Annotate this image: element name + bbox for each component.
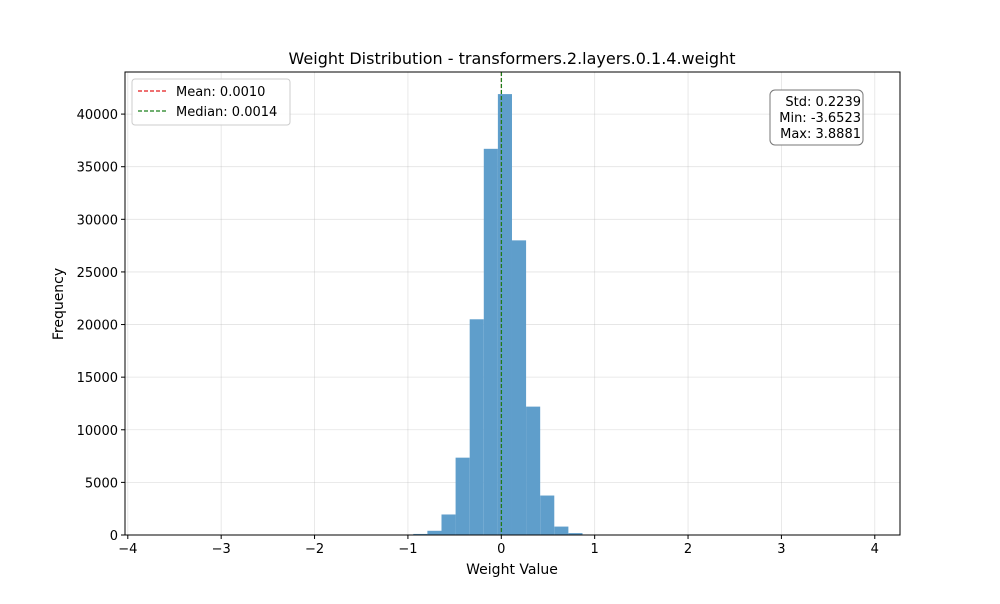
histogram-bar	[512, 240, 526, 535]
stats-max: Max: 3.8881	[780, 127, 861, 142]
legend-label-median: Median: 0.0014	[176, 105, 277, 120]
x-tick-label: −2	[305, 542, 324, 557]
y-axis: 0 5000 10000 15000 20000 25000 30000 35000 40000	[77, 108, 125, 544]
x-axis: −4 −3 −2 −1 0 1 2 3 4	[118, 535, 879, 557]
histogram-bar	[456, 458, 470, 535]
x-axis-label: Weight Value	[466, 562, 558, 578]
x-tick-label: 0	[497, 542, 505, 557]
y-tick-label: 10000	[77, 424, 118, 439]
legend: Mean: 0.0010 Median: 0.0014	[132, 79, 290, 125]
histogram-bar	[540, 496, 554, 535]
histogram-bar	[427, 531, 441, 535]
histogram-bar	[498, 94, 512, 535]
x-tick-label: 3	[777, 542, 785, 557]
y-tick-label: 30000	[77, 213, 118, 228]
y-tick-label: 40000	[77, 108, 118, 123]
x-tick-label: −1	[398, 542, 417, 557]
y-tick-label: 0	[110, 529, 118, 544]
histogram-bar	[554, 527, 568, 535]
y-tick-label: 5000	[85, 476, 118, 491]
x-tick-label: 4	[871, 542, 879, 557]
histogram-bars	[413, 94, 582, 535]
x-tick-label: 2	[684, 542, 692, 557]
stats-box: Std: 0.2239 Min: -3.6523 Max: 3.8881	[770, 90, 863, 145]
x-tick-label: −4	[118, 542, 137, 557]
y-tick-label: 15000	[77, 371, 118, 386]
y-axis-label: Frequency	[51, 268, 67, 340]
histogram-bar	[484, 149, 498, 535]
y-tick-label: 25000	[77, 266, 118, 281]
histogram-bar	[526, 407, 540, 535]
histogram-bar	[470, 319, 484, 535]
stats-std: Std: 0.2239	[785, 95, 861, 110]
y-tick-label: 35000	[77, 161, 118, 176]
legend-label-mean: Mean: 0.0010	[176, 85, 265, 100]
x-tick-label: 1	[591, 542, 599, 557]
y-tick-label: 20000	[77, 319, 118, 334]
x-tick-label: −3	[212, 542, 231, 557]
histogram-bar	[441, 514, 455, 535]
stats-min: Min: -3.6523	[779, 111, 861, 126]
chart-title: Weight Distribution - transformers.2.lay…	[289, 49, 736, 68]
